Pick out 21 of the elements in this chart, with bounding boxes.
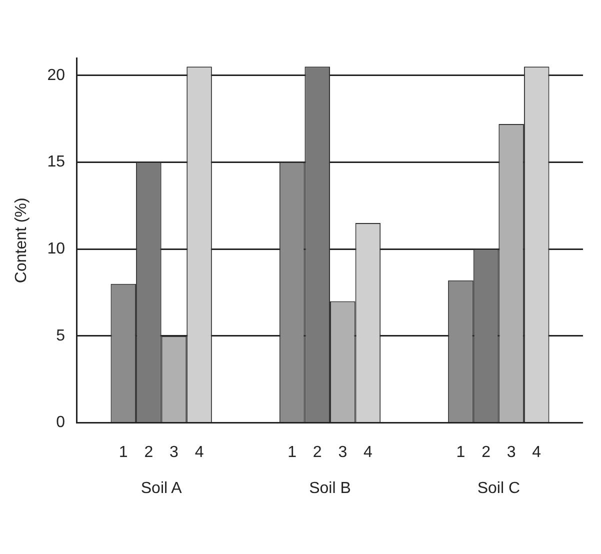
text: 4: [363, 444, 372, 462]
y-tick-label: 10: [47, 240, 66, 258]
x-tick-label: Soil C: [477, 480, 520, 497]
text: 1: [288, 444, 296, 462]
series-label: 4: [194, 444, 204, 462]
text: 1: [456, 444, 466, 462]
text: 4: [532, 444, 542, 462]
y-axis-title: Content (%): [13, 198, 30, 284]
x-tick-label: Soil B: [309, 480, 351, 497]
series-label: 2: [144, 444, 154, 462]
y-tick-label: 15: [47, 154, 66, 171]
y-tick-label: 0: [56, 414, 66, 432]
series-label: 3: [170, 444, 179, 462]
series-label: 1: [118, 444, 128, 462]
text: 3: [338, 444, 348, 462]
text: 2: [482, 444, 490, 462]
x-tick-label: Soil A: [140, 480, 182, 497]
y-tick-label: 20: [47, 66, 66, 84]
text: 2: [312, 444, 322, 462]
text: 3: [506, 444, 516, 462]
y-tick-label: 5: [56, 327, 66, 344]
